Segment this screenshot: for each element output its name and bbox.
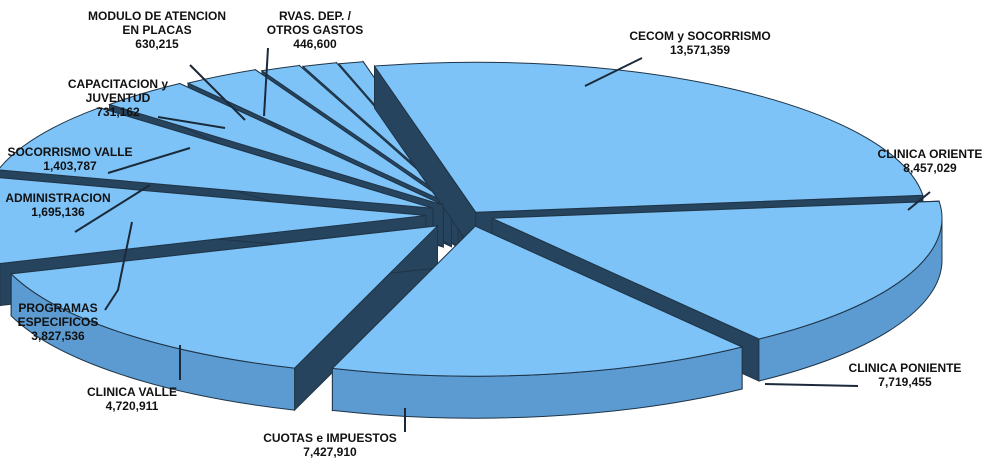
slice-top	[10, 225, 439, 369]
slice-top	[0, 107, 434, 209]
slice-label: CLINICA ORIENTE 8,457,029	[878, 147, 983, 175]
slice-value: 446,600	[293, 37, 337, 51]
slice-name: ADMINISTRACION	[5, 191, 110, 205]
slice-label: CLINICA PONIENTE 7,719,455	[849, 361, 962, 389]
slice-top	[107, 82, 444, 206]
slice-value: 1,695,136	[31, 205, 85, 219]
slice-value: 630,215	[135, 37, 179, 51]
slice-label: RVAS. DEP. / OTROS GASTOS 446,600	[267, 9, 363, 51]
slice-value: 13,571,359	[670, 43, 730, 57]
slice-label: MODULO DE ATENCION EN PLACAS 630,215	[88, 9, 226, 51]
slice-name: CLINICA ORIENTE	[878, 147, 983, 161]
slice-name: OTROS GASTOS	[267, 23, 363, 37]
leader-line	[263, 47, 269, 117]
leader-lines	[74, 47, 931, 432]
slice-labels: CECOM y SOCORRISMO 13,571,359 CLINICA ORIE…	[5, 9, 982, 459]
slice-top	[331, 225, 744, 377]
slice-name: SOCORRISMO VALLE	[7, 145, 132, 159]
slice-value: 3,827,536	[31, 329, 85, 343]
slice-value: 1,403,787	[43, 159, 97, 173]
slice-name: CLINICA PONIENTE	[849, 361, 962, 375]
slice-name: RVAS. DEP. /	[279, 9, 352, 23]
slice-name: PROGRAMAS	[18, 301, 97, 315]
slice-top	[491, 200, 943, 340]
slice-name: CLINICA VALLE	[87, 385, 177, 399]
slice-top	[373, 61, 924, 213]
slice-top	[0, 177, 427, 264]
slice-top	[260, 64, 459, 207]
slice-value: 731,162	[96, 105, 140, 119]
slice-label: CECOM y SOCORRISMO 13,571,359	[629, 29, 770, 57]
leader-line	[107, 147, 191, 174]
leader-line	[157, 116, 226, 129]
slice-value: 7,719,455	[878, 375, 932, 389]
slice-label: CAPACITACION y JUVENTUD 731,162	[68, 77, 169, 119]
slice-value: 4,720,911	[106, 399, 159, 413]
pie-slices	[0, 60, 943, 419]
slice-name: CAPACITACION y	[68, 77, 169, 91]
slice-value: 8,457,029	[903, 161, 957, 175]
leader-line	[74, 184, 151, 233]
leader-line	[907, 191, 931, 211]
slice-name: JUVENTUD	[86, 91, 151, 105]
leader-line	[189, 64, 246, 121]
leader-line	[104, 221, 133, 311]
slice-label: PROGRAMAS ESPECIFICOS 3,827,536	[18, 301, 99, 343]
slice-label: SOCORRISMO VALLE 1,403,787	[7, 145, 132, 173]
slice-name: ESPECIFICOS	[18, 315, 99, 329]
slice-label: CLINICA VALLE 4,720,911	[87, 385, 177, 413]
slice-top	[186, 69, 452, 206]
pie-slice	[10, 224, 439, 412]
leader-line	[584, 57, 643, 87]
slice-label: CUOTAS e IMPUESTOS 7,427,910	[263, 431, 397, 459]
leader-line	[764, 383, 859, 387]
slice-name: MODULO DE ATENCION	[88, 9, 226, 23]
slice-value: 7,427,910	[303, 445, 357, 459]
pie-slice	[331, 224, 744, 419]
slice-label: ADMINISTRACION 1,695,136	[5, 191, 110, 219]
slice-name: CUOTAS e IMPUESTOS	[263, 431, 397, 445]
slice-name: CECOM y SOCORRISMO	[629, 29, 770, 43]
slice-name: EN PLACAS	[122, 23, 191, 37]
